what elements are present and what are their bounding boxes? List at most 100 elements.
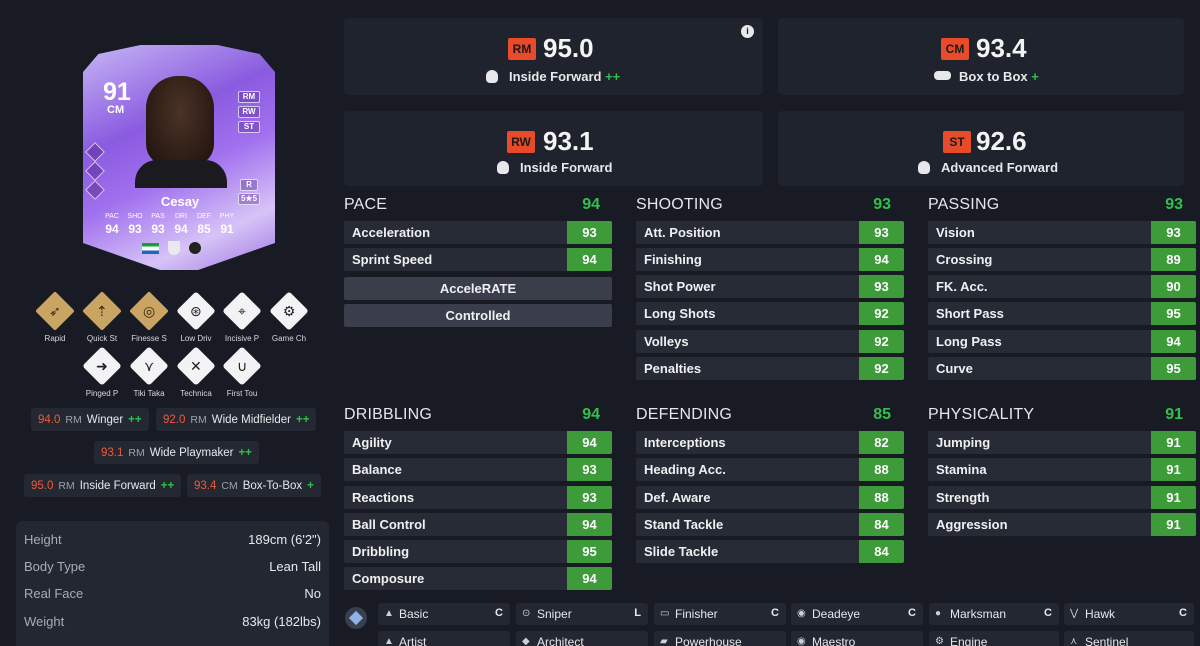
league-badge bbox=[189, 242, 201, 254]
chem-style-engine[interactable]: ⚙ Engine bbox=[929, 631, 1059, 646]
role-tile[interactable] bbox=[344, 111, 763, 186]
role-tile-name: Advanced Forward bbox=[941, 160, 1059, 175]
playstyle-low-driven-shot[interactable]: ⊛ Low Driv bbox=[173, 291, 219, 343]
group-title-defending: DEFENDING bbox=[636, 406, 733, 423]
attr-row: Aggression 91 bbox=[928, 513, 1196, 536]
card-stat-label: DEF bbox=[197, 213, 211, 220]
card-alt-position: RM bbox=[238, 91, 260, 103]
artist-icon: ▲ bbox=[384, 636, 394, 646]
playstyle-technical[interactable]: ✕ Technica bbox=[173, 346, 219, 398]
attr-row: Interceptions 82 bbox=[636, 431, 904, 454]
playstyle-quick-step[interactable]: ⇡ Quick St bbox=[79, 291, 125, 343]
group-title-physicality: PHYSICALITY bbox=[928, 406, 1035, 423]
info-icon[interactable]: i bbox=[741, 25, 754, 38]
chem-style-selector-icon[interactable] bbox=[345, 607, 367, 629]
role-tile[interactable] bbox=[778, 18, 1184, 95]
role-tile-score: 93.1 bbox=[543, 126, 594, 156]
group-value-passing: 93 bbox=[1165, 196, 1183, 213]
role-tile-position: ST bbox=[943, 131, 971, 153]
card-stat-value: 93 bbox=[128, 222, 142, 236]
group-value-shooting: 93 bbox=[873, 196, 891, 213]
playstyle-pinged-pass[interactable]: ➜ Pinged P bbox=[79, 346, 125, 398]
attr-row: Stand Tackle 84 bbox=[636, 513, 904, 536]
role-tile-score: 92.6 bbox=[976, 126, 1027, 156]
info-label: Weight bbox=[24, 614, 65, 629]
role-icon bbox=[918, 161, 930, 174]
technical-icon: ✕ bbox=[190, 357, 202, 374]
card-stat-value: 94 bbox=[174, 222, 188, 236]
group-title-shooting: SHOOTING bbox=[636, 196, 723, 213]
chem-style-deadeye[interactable]: ◉ Deadeye C bbox=[791, 603, 923, 625]
role-tile-score: 93.4 bbox=[976, 33, 1027, 63]
role-tile-name: Inside Forward bbox=[520, 160, 613, 175]
low-driven-shot-icon: ⊛ bbox=[190, 302, 202, 319]
group-value-physicality: 91 bbox=[1165, 406, 1183, 423]
role-chip[interactable]: 94.0 RM Winger ++ bbox=[31, 408, 149, 431]
chem-style-sniper[interactable]: ⊙ Sniper L bbox=[516, 603, 648, 625]
powerhouse-icon: ▰ bbox=[660, 636, 668, 646]
boot-icon bbox=[934, 71, 951, 80]
attr-row: Shot Power 93 bbox=[636, 275, 904, 298]
tiki-taka-icon: ⋎ bbox=[143, 357, 155, 374]
player-info-panel bbox=[16, 521, 329, 646]
attr-row: Agility 94 bbox=[344, 431, 612, 454]
attr-row: Stamina 91 bbox=[928, 458, 1196, 481]
card-foot: R bbox=[240, 179, 258, 191]
card-stat-label: PAC bbox=[105, 213, 119, 220]
card-rating: 91 bbox=[103, 78, 131, 106]
controlled-trait: Controlled bbox=[344, 304, 612, 327]
attr-row: Def. Aware 88 bbox=[636, 486, 904, 509]
role-tile[interactable] bbox=[344, 18, 763, 95]
attr-row: FK. Acc. 90 bbox=[928, 275, 1196, 298]
playstyle-tiki-taka[interactable]: ⋎ Tiki Taka bbox=[126, 346, 172, 398]
attr-row: Curve 95 bbox=[928, 357, 1196, 380]
chem-style-basic[interactable]: ▲ Basic C bbox=[378, 603, 510, 625]
chem-style-architect[interactable]: ◆ Architect bbox=[516, 631, 648, 646]
role-chip[interactable]: 95.0 RM Inside Forward ++ bbox=[24, 474, 182, 497]
playstyle-game-changer[interactable]: ⚙ Game Ch bbox=[266, 291, 312, 343]
club-badge bbox=[168, 241, 180, 255]
attr-row: Balance 93 bbox=[344, 458, 612, 481]
playstyle-first-touch[interactable]: ∪ First Tou bbox=[219, 346, 265, 398]
pinged-pass-icon: ➜ bbox=[96, 357, 108, 374]
attr-row: Short Pass 95 bbox=[928, 302, 1196, 325]
chem-style-marksman[interactable]: ● Marksman C bbox=[929, 603, 1059, 625]
group-value-pace: 94 bbox=[582, 196, 600, 213]
attr-row: Reactions 93 bbox=[344, 486, 612, 509]
role-chip[interactable]: 93.4 CM Box-To-Box + bbox=[187, 474, 321, 497]
info-label: Body Type bbox=[24, 559, 86, 574]
chem-style-hawk[interactable]: ⋁ Hawk C bbox=[1064, 603, 1194, 625]
attr-row: Jumping 91 bbox=[928, 431, 1196, 454]
playstyle-incisive-pass[interactable]: ⌖ Incisive P bbox=[219, 291, 265, 343]
game-changer-icon: ⚙ bbox=[282, 303, 296, 319]
first-touch-icon: ∪ bbox=[236, 358, 248, 374]
attr-row: Composure 94 bbox=[344, 567, 612, 590]
marksman-icon: ● bbox=[935, 608, 942, 619]
chem-style-sentinel[interactable]: ⋏ Sentinel bbox=[1064, 631, 1194, 646]
architect-icon: ◆ bbox=[522, 636, 530, 646]
info-label: Real Face bbox=[24, 586, 84, 601]
role-icon bbox=[497, 161, 509, 174]
card-skill-weak: 5★5 bbox=[238, 193, 260, 205]
info-value: No bbox=[304, 586, 321, 601]
attr-row: Long Shots 92 bbox=[636, 302, 904, 325]
attr-row: Volleys 92 bbox=[636, 330, 904, 353]
chem-style-powerhouse[interactable]: ▰ Powerhouse bbox=[654, 631, 786, 646]
chem-style-maestro[interactable]: ◉ Maestro bbox=[791, 631, 923, 646]
playstyle-finesse-shot[interactable]: ◎ Finesse S bbox=[126, 291, 172, 343]
quick-step-icon: ⇡ bbox=[96, 302, 108, 319]
card-stat-label: PAS bbox=[151, 213, 165, 220]
chem-style-artist[interactable]: ▲ Artist bbox=[378, 631, 510, 646]
role-chip[interactable]: 93.1 RM Wide Playmaker ++ bbox=[94, 441, 259, 464]
playstyle-rapid[interactable]: ➶ Rapid bbox=[32, 291, 78, 343]
role-chip[interactable]: 92.0 RM Wide Midfielder ++ bbox=[156, 408, 317, 431]
player-photo bbox=[146, 76, 214, 166]
card-stat-value: 94 bbox=[105, 222, 119, 236]
role-tile[interactable] bbox=[778, 111, 1184, 186]
nation-flag bbox=[142, 243, 159, 254]
engine-icon: ⚙ bbox=[935, 636, 944, 646]
chem-style-finisher[interactable]: ▭ Finisher C bbox=[654, 603, 786, 625]
info-value: 189cm (6'2") bbox=[248, 532, 321, 547]
card-position: CM bbox=[107, 104, 125, 116]
attr-row: Ball Control 94 bbox=[344, 513, 612, 536]
